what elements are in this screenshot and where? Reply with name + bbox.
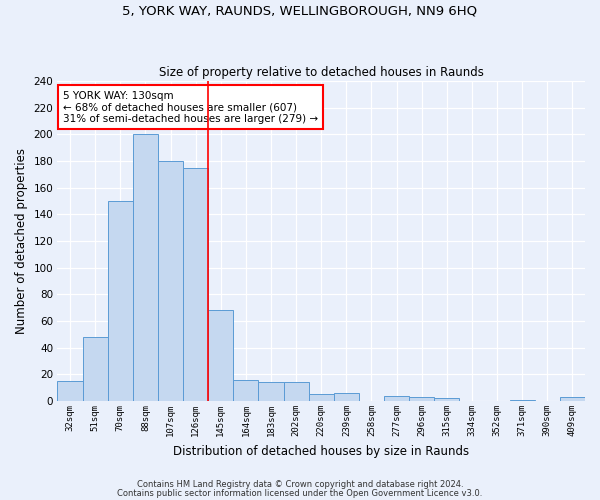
Bar: [384, 396, 409, 401]
Bar: [58, 381, 83, 401]
Bar: [409, 397, 434, 401]
Bar: [334, 393, 359, 401]
Bar: [208, 310, 233, 401]
Bar: [560, 397, 585, 401]
Bar: [83, 337, 108, 401]
Y-axis label: Number of detached properties: Number of detached properties: [15, 148, 28, 334]
Bar: [158, 161, 183, 401]
Title: Size of property relative to detached houses in Raunds: Size of property relative to detached ho…: [159, 66, 484, 78]
Bar: [183, 168, 208, 401]
Text: Contains public sector information licensed under the Open Government Licence v3: Contains public sector information licen…: [118, 490, 482, 498]
Text: 5, YORK WAY, RAUNDS, WELLINGBOROUGH, NN9 6HQ: 5, YORK WAY, RAUNDS, WELLINGBOROUGH, NN9…: [122, 5, 478, 18]
Bar: [284, 382, 308, 401]
Bar: [434, 398, 460, 401]
Text: 5 YORK WAY: 130sqm
← 68% of detached houses are smaller (607)
31% of semi-detach: 5 YORK WAY: 130sqm ← 68% of detached hou…: [63, 90, 318, 124]
Text: Contains HM Land Registry data © Crown copyright and database right 2024.: Contains HM Land Registry data © Crown c…: [137, 480, 463, 489]
Bar: [133, 134, 158, 401]
Bar: [108, 201, 133, 401]
Bar: [509, 400, 535, 401]
Bar: [308, 394, 334, 401]
Bar: [233, 380, 259, 401]
X-axis label: Distribution of detached houses by size in Raunds: Distribution of detached houses by size …: [173, 444, 469, 458]
Bar: [259, 382, 284, 401]
